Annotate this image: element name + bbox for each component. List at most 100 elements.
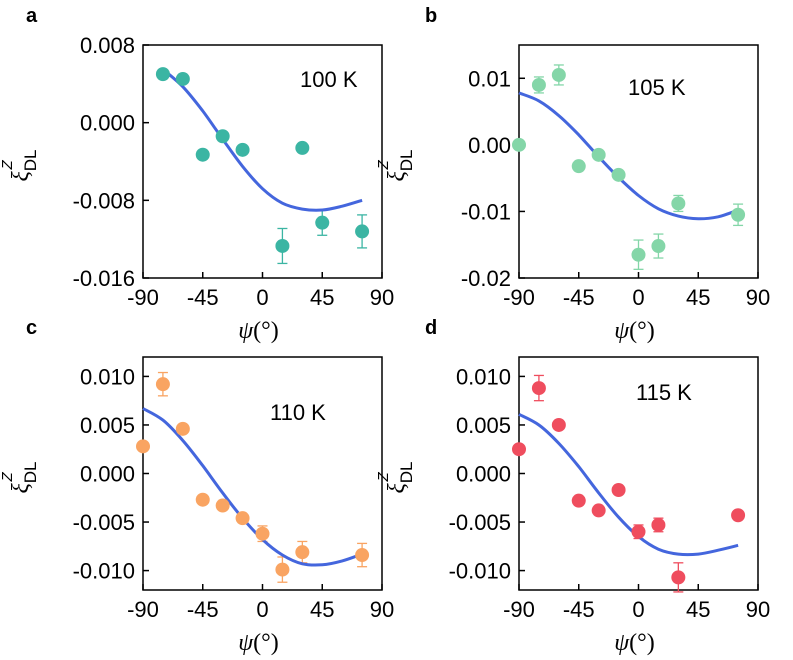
data-point	[591, 147, 606, 162]
y-tick-label: 0.00	[468, 133, 511, 158]
data-point	[255, 526, 270, 541]
fit-curve	[161, 68, 363, 212]
y-tick-label: -0.01	[461, 199, 511, 224]
data-point	[671, 570, 686, 585]
x-axis-label: ψ(°)	[614, 318, 655, 344]
data-point	[295, 140, 310, 155]
y-tick-label: -0.010	[449, 559, 511, 584]
panel-a: a -90 -45 0 45 90 -0.016 -0.008 0.000 0.008 ψ(°) ξD…	[0, 5, 394, 344]
panel-label: a	[26, 5, 38, 27]
x-tick-label: -90	[503, 597, 535, 622]
x-tick-label: -90	[503, 285, 535, 310]
y-tick-label: -0.005	[449, 510, 511, 535]
x-tick-label: -45	[187, 285, 219, 310]
y-axis-label: ξDLZ	[0, 149, 40, 181]
y-tick-label: 0.01	[468, 66, 511, 91]
x-tick-label: 45	[686, 597, 710, 622]
x-tick-label: 45	[310, 285, 334, 310]
panel-c: c -90 -45 0 45 90 -0.010 -0.005 0.000 0.005 0.010 ψ…	[0, 317, 394, 656]
x-tick-label: -90	[127, 597, 159, 622]
data-point	[611, 483, 626, 498]
y-tick-label: 0.000	[456, 462, 511, 487]
data-point	[591, 503, 606, 518]
y-tick-label: 0.005	[456, 413, 511, 438]
data-point	[136, 439, 150, 454]
data-point	[275, 238, 290, 253]
data-point	[235, 511, 250, 526]
data-point	[512, 442, 526, 457]
panel-label: c	[26, 317, 37, 339]
temperature-label: 115 K	[636, 380, 692, 405]
x-tick-label: -90	[127, 285, 159, 310]
x-tick-label: 0	[256, 597, 268, 622]
data-point	[631, 247, 646, 262]
temperature-label: 110 K	[270, 400, 326, 425]
x-tick-label: -45	[187, 597, 219, 622]
data-point	[651, 239, 666, 254]
y-tick-label: 0.008	[80, 33, 135, 58]
y-tick-label: 0.010	[80, 364, 135, 389]
data-point	[611, 167, 626, 182]
fit-curve	[518, 91, 739, 221]
x-tick-label: 90	[746, 285, 770, 310]
data-point	[295, 545, 310, 560]
data-point	[155, 377, 170, 392]
x-tick-label: -45	[563, 597, 595, 622]
x-tick-label: 0	[256, 285, 268, 310]
y-tick-label: 0.000	[80, 111, 135, 136]
data-point	[671, 196, 686, 211]
data-point	[512, 137, 526, 152]
x-axis-label: ψ(°)	[614, 630, 655, 656]
y-tick-label: -0.008	[73, 188, 135, 213]
data-point	[355, 548, 370, 563]
x-tick-label: 90	[370, 285, 394, 310]
data-point	[731, 207, 746, 222]
x-tick-label: 0	[632, 285, 644, 310]
data-point	[551, 417, 566, 432]
x-tick-label: 90	[746, 597, 770, 622]
data-point	[195, 147, 210, 162]
data-point	[195, 492, 210, 507]
y-tick-label: 0.000	[80, 462, 135, 487]
data-point	[175, 421, 190, 436]
data-point	[315, 215, 330, 230]
x-tick-label: 45	[310, 597, 334, 622]
y-tick-label: -0.005	[73, 510, 135, 535]
data-point	[175, 71, 190, 86]
y-tick-label: 0.010	[456, 364, 511, 389]
data-point	[571, 159, 586, 174]
data-point	[551, 67, 566, 82]
y-tick-label: -0.02	[461, 266, 511, 291]
panel-label: b	[425, 5, 437, 27]
x-axis-label: ψ(°)	[238, 318, 279, 344]
y-tick-label: -0.016	[73, 266, 135, 291]
data-point	[571, 493, 586, 508]
data-point	[275, 562, 290, 577]
data-point	[215, 129, 230, 144]
data-point	[235, 142, 250, 157]
plot-frame	[142, 356, 383, 591]
y-axis-label: ξDLZ	[375, 461, 416, 493]
x-axis-label: ψ(°)	[238, 630, 279, 656]
panel-label: d	[425, 317, 437, 339]
y-axis-label: ξDLZ	[0, 461, 40, 493]
y-tick-label: -0.010	[73, 559, 135, 584]
data-point	[531, 381, 546, 396]
fit-curve	[142, 407, 363, 567]
x-tick-label: 0	[632, 597, 644, 622]
y-tick-label: 0.005	[80, 413, 135, 438]
y-axis-label: ξDLZ	[375, 149, 416, 181]
data-point	[651, 517, 666, 532]
x-tick-label: -45	[563, 285, 595, 310]
data-point	[155, 67, 170, 82]
data-point	[631, 524, 646, 539]
data-point	[731, 508, 746, 523]
x-tick-label: 90	[370, 597, 394, 622]
data-point	[531, 77, 546, 92]
panel-d: d -90 -45 0 45 90 -0.010 -0.005 0.000 0.005 0.010 ψ…	[375, 317, 770, 656]
data-point	[355, 224, 370, 239]
data-point	[215, 498, 230, 513]
x-tick-label: 45	[686, 285, 710, 310]
temperature-label: 105 K	[628, 75, 686, 100]
